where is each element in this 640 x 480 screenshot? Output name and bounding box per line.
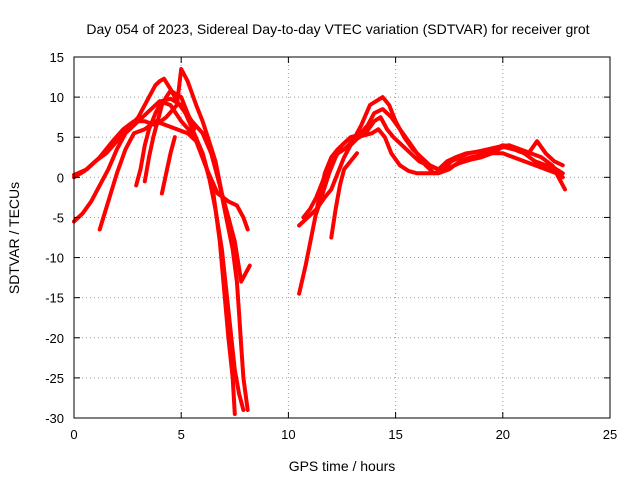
- x-axis-label: GPS time / hours: [289, 458, 396, 474]
- x-tick-label: 20: [496, 427, 510, 442]
- y-tick-label: -25: [45, 371, 64, 386]
- series-arc-8: [297, 127, 567, 296]
- x-tick-label: 15: [388, 427, 402, 442]
- y-tick-label: -5: [52, 210, 64, 225]
- series-arc-11: [314, 107, 565, 216]
- series-group: [72, 67, 567, 416]
- x-tick-label: 10: [281, 427, 295, 442]
- y-tick-label: -10: [45, 251, 64, 266]
- series-arc-6: [142, 88, 197, 184]
- y-tick-label: -15: [45, 291, 64, 306]
- x-tick-label: 0: [70, 427, 77, 442]
- y-tick-label: 0: [57, 170, 64, 185]
- y-axis-label: SDTVAR / TECUs: [6, 182, 22, 294]
- series-arc-5: [134, 96, 250, 412]
- series-arc-12: [329, 151, 359, 240]
- series-arc-4: [97, 119, 250, 232]
- y-tick-label: 10: [50, 90, 64, 105]
- series-arc-3: [72, 67, 252, 284]
- y-tick-label: -20: [45, 331, 64, 346]
- x-tick-label: 25: [603, 427, 617, 442]
- series-arc-7: [159, 135, 177, 196]
- axis-ticks: 0 5 10 15 20 25 15 10 5 0 -5 -10 -15 -20 -25 -30: [45, 50, 617, 442]
- y-tick-label: 15: [50, 50, 64, 65]
- y-tick-label: -30: [45, 411, 64, 426]
- y-tick-label: 5: [57, 130, 64, 145]
- x-tick-label: 5: [178, 427, 185, 442]
- chart-title: Day 054 of 2023, Sidereal Day-to-day VTE…: [86, 21, 589, 37]
- series-arc-1: [72, 76, 246, 412]
- plot-frame: [73, 56, 611, 419]
